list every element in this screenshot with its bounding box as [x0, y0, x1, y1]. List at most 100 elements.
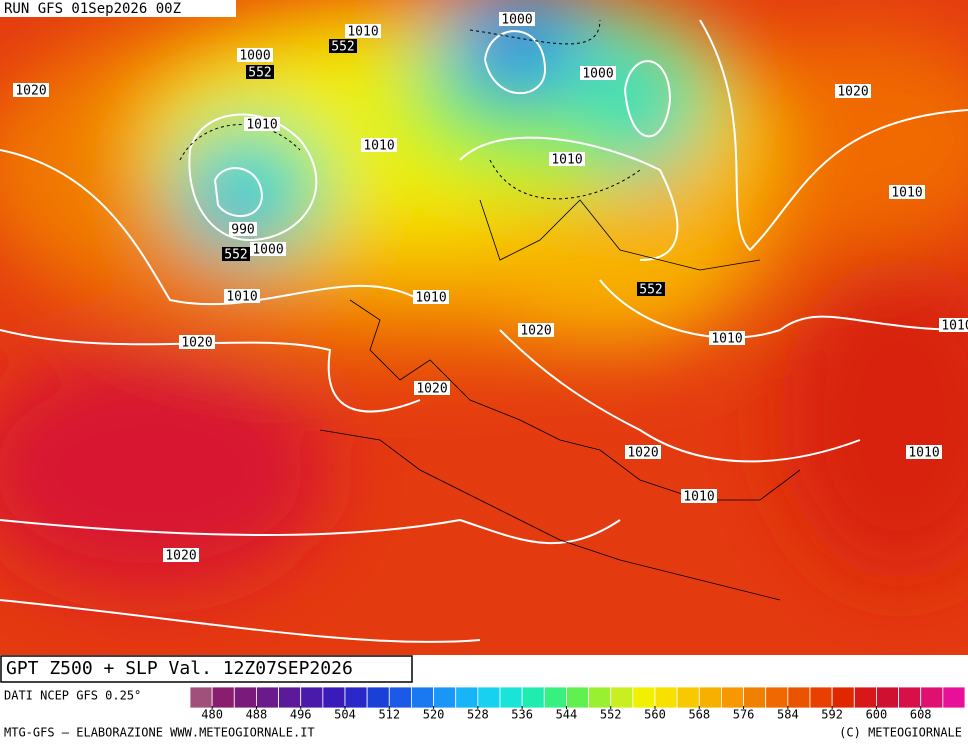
colorbar-swatch	[233, 686, 257, 709]
map: 1010 552 1000 1000 552 1020 1000 1020 1010 1010 10…	[0, 0, 968, 655]
colorbar-swatch	[366, 686, 390, 709]
colorbar-tick-label: 584	[777, 708, 799, 722]
colorbar-swatch	[809, 686, 833, 709]
contour-labels: 1010 552 1000 1000 552 1020 1000 1020 1010 1010 10…	[13, 12, 968, 564]
colorbar: 480 488 496 504 512 520 528 536 544 552 560 568 576 5…	[189, 686, 966, 722]
colorbar-tick-label: 488	[246, 708, 268, 722]
contour-label: 1020	[520, 324, 551, 339]
colorbar-swatch	[898, 686, 922, 709]
contour-label-box	[246, 65, 274, 79]
colorbar-swatch	[588, 686, 612, 709]
contour-label: 1010	[347, 25, 378, 40]
colorbar-swatch	[721, 686, 744, 709]
colorbar-swatch	[676, 686, 700, 709]
run-label-box	[0, 0, 236, 17]
contour-label-box	[939, 318, 968, 332]
colorbar-swatch	[654, 686, 678, 709]
contour-label-box	[361, 138, 397, 152]
contour-label: 1000	[239, 49, 270, 64]
contour-label-box	[906, 445, 942, 459]
colorbar-swatch	[743, 686, 767, 709]
contour-label: 1010	[711, 332, 742, 347]
contour-label: 1020	[837, 85, 868, 100]
colorbar-tick-label: 552	[600, 708, 622, 722]
colorbar-swatch	[344, 686, 368, 709]
contour-label-box	[237, 48, 273, 62]
contour-label: 1000	[252, 243, 283, 258]
colorbar-tick-label: 600	[866, 708, 888, 722]
contour-label: 1000	[582, 67, 613, 82]
colorbar-swatch	[876, 686, 899, 709]
contour-label: 1010	[551, 153, 582, 168]
contour-label: 1010	[246, 118, 277, 133]
title: GPT Z500 + SLP Val. 12Z07SEP2026	[6, 658, 353, 679]
contour-label: 1020	[181, 336, 212, 351]
contour-label: 1020	[416, 382, 447, 397]
contour-label: 552	[224, 248, 247, 263]
colorbar-swatch	[521, 686, 545, 709]
contour-label: 1010	[891, 186, 922, 201]
contour-label: 1010	[908, 446, 939, 461]
contour-label-box	[889, 185, 925, 199]
colorbar-tick-label: 576	[733, 708, 755, 722]
colorbar-swatch	[499, 686, 523, 709]
colorbar-tick-label: 568	[688, 708, 710, 722]
contour-label: 1010	[363, 139, 394, 154]
contour-label: 1020	[15, 84, 46, 99]
colorbar-swatch	[300, 686, 324, 709]
colorbar-swatch	[853, 686, 877, 709]
contour-label-box	[222, 247, 250, 261]
contour-label-box	[329, 39, 357, 53]
colorbar-swatch	[477, 686, 501, 709]
colorbar-swatch	[920, 686, 944, 709]
colorbar-swatch	[189, 686, 213, 709]
contour-label-box	[413, 290, 449, 304]
colorbar-swatch	[411, 686, 434, 709]
contour-label-box	[625, 445, 661, 459]
contour-label-box	[835, 84, 871, 98]
colorbar-swatch	[543, 686, 567, 709]
contour-label: 1010	[941, 319, 968, 334]
colorbar-tick-label: 608	[910, 708, 932, 722]
colorbar-tick-label: 512	[378, 708, 400, 722]
colorbar-swatch	[610, 686, 634, 709]
contour-label-box	[580, 66, 616, 80]
colorbar-tick-label: 480	[201, 708, 223, 722]
colorbar-swatch	[942, 686, 966, 709]
colorbar-tick-label: 536	[511, 708, 533, 722]
title-box	[0, 655, 413, 683]
contour-label-box	[163, 548, 199, 562]
colorbar-tick-label: 504	[334, 708, 356, 722]
contour-label-box	[414, 381, 450, 395]
contour-label-box	[224, 289, 260, 303]
credit-right: (C) METEOGIORNALE	[839, 726, 962, 740]
colorbar-swatch	[322, 686, 346, 709]
colorbar-swatch	[831, 686, 855, 709]
credit-left: MTG-GFS — ELABORAZIONE WWW.METEOGIORNALE…	[4, 726, 315, 740]
contour-label-box	[244, 117, 280, 131]
contour-label: 1010	[226, 290, 257, 305]
contour-label-box	[13, 83, 49, 97]
contour-label-box	[549, 152, 585, 166]
contour-label: 1010	[683, 490, 714, 505]
colorbar-swatch	[388, 686, 412, 709]
contour-label: 1020	[165, 549, 196, 564]
colorbar-tick-label: 528	[467, 708, 489, 722]
colorbar-swatch	[278, 686, 302, 709]
colorbar-swatch	[765, 686, 789, 709]
contour-label: 552	[639, 283, 662, 298]
contour-label-box	[345, 24, 381, 38]
contour-label-box	[250, 242, 286, 256]
contour-label: 552	[248, 66, 271, 81]
contour-label: 1020	[627, 446, 658, 461]
colorbar-tick-label: 592	[821, 708, 843, 722]
contour-label-box	[499, 12, 535, 26]
contour-label-box	[637, 282, 665, 296]
contour-label: 990	[231, 223, 254, 238]
contour-label-box	[518, 323, 554, 337]
colorbar-tick-label: 560	[644, 708, 666, 722]
colorbar-tick-label: 496	[290, 708, 312, 722]
run-label: RUN GFS 01Sep2026 00Z	[4, 1, 181, 17]
colorbar-swatch	[433, 686, 457, 709]
